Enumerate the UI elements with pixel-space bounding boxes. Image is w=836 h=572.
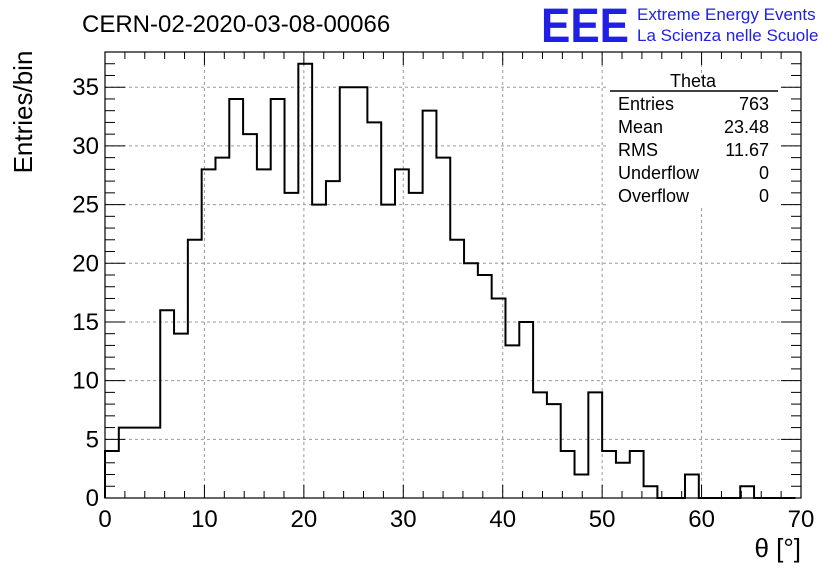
eee-logo: EEE [541, 0, 629, 53]
logo-line-1: Extreme Energy Events [637, 5, 816, 24]
y-tick-label: 5 [86, 426, 99, 453]
x-tick-label: 10 [191, 506, 218, 533]
stats-box-background [608, 78, 780, 208]
y-tick-label: 10 [72, 368, 99, 395]
x-tick-label: 40 [489, 506, 516, 533]
stats-row-value: 23.48 [724, 117, 769, 137]
logo-line-2: La Scienza nelle Scuole [637, 26, 818, 45]
stats-row-value: 0 [759, 186, 769, 206]
x-tick-label: 20 [291, 506, 318, 533]
x-tick-label: 30 [390, 506, 417, 533]
y-tick-label: 30 [72, 133, 99, 160]
y-tick-label: 15 [72, 309, 99, 336]
y-tick-label: 20 [72, 250, 99, 277]
y-tick-label: 0 [86, 485, 99, 512]
stats-row-label: Underflow [618, 163, 700, 183]
stats-title: Theta [670, 71, 717, 91]
y-tick-label: 35 [72, 74, 99, 101]
stats-rows: Entries 763 Mean 23.48 RMS 11.67 Underflow 0 Ove… [618, 94, 769, 206]
grid-lines [105, 52, 801, 498]
histogram-step-line [104, 62, 796, 499]
stats-row-value: 11.67 [725, 140, 769, 160]
x-tick-label: 50 [589, 506, 616, 533]
x-tick-label: 70 [788, 506, 815, 533]
y-axis-label: Entries/bin [8, 51, 38, 174]
x-axis-label: θ [°] [754, 533, 801, 563]
y-tick-label: 25 [72, 192, 99, 219]
stats-row-label: Entries [618, 94, 674, 114]
stats-row-label: Overflow [618, 186, 690, 206]
x-tick-labels: 0 10 20 30 40 50 60 70 [98, 506, 814, 533]
stats-row-value: 0 [759, 163, 769, 183]
x-tick-label: 60 [688, 506, 715, 533]
y-tick-labels: 0 5 10 15 20 25 30 35 [72, 74, 99, 512]
stats-row-label: RMS [618, 140, 658, 160]
stats-box: Theta Entries 763 Mean 23.48 RMS 11.67 Underfl… [608, 71, 780, 208]
x-tick-label: 0 [98, 506, 111, 533]
stats-row-value: 763 [739, 94, 769, 114]
stats-row-label: Mean [618, 117, 663, 137]
plot-frame [104, 51, 802, 499]
run-title: CERN-02-2020-03-08-00066 [82, 11, 390, 38]
